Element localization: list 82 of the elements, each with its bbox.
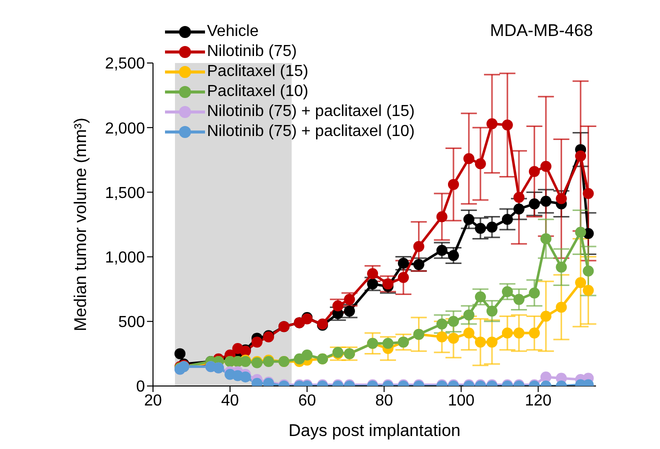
point [332, 300, 344, 312]
y-tick-label: 500 [118, 314, 146, 332]
point [463, 214, 474, 225]
x-tick-label: 20 [144, 392, 162, 410]
point [528, 166, 540, 178]
point [513, 203, 524, 214]
point [582, 266, 594, 277]
x-tick-label: 40 [221, 392, 240, 410]
point [486, 306, 498, 317]
point [252, 336, 263, 348]
point [486, 336, 498, 348]
point [486, 118, 498, 130]
point [540, 310, 552, 322]
chart-title: MDA-MB-468 [490, 21, 593, 40]
point [556, 302, 567, 313]
y-axis-title: Median tumor volume (mm³) [71, 118, 90, 332]
point [474, 291, 486, 302]
point [463, 153, 474, 164]
point [240, 371, 251, 382]
y-tick-label: 2,500 [104, 56, 146, 73]
point [448, 332, 459, 344]
point [575, 277, 586, 288]
x-axis-title: Days post implantation [288, 421, 460, 440]
point [398, 272, 409, 283]
point [344, 306, 355, 317]
x-tick-label: 100 [448, 392, 475, 410]
point [463, 328, 474, 339]
legend-label: Vehicle [207, 22, 259, 42]
legend-label: Nilotinib (75) + paclitaxel (10) [207, 122, 415, 142]
point [502, 120, 513, 131]
point [398, 258, 409, 269]
point [502, 328, 513, 339]
point [513, 192, 524, 203]
point [448, 316, 459, 327]
point [582, 284, 594, 296]
point [540, 233, 552, 244]
point [556, 193, 567, 204]
point [474, 222, 486, 234]
legend-label: Paclitaxel (15) [207, 62, 308, 82]
point [582, 188, 594, 199]
y-tick-label: 1,500 [104, 184, 146, 202]
point [474, 158, 486, 170]
point [436, 244, 448, 256]
x-tick-label: 120 [524, 392, 552, 410]
point [540, 371, 552, 382]
point [540, 196, 552, 207]
point [556, 262, 567, 273]
point [344, 294, 355, 305]
legend-label: Nilotinib (75) [207, 42, 297, 62]
point [448, 250, 459, 262]
point [413, 259, 424, 270]
point [382, 338, 394, 349]
point [367, 278, 378, 290]
y-tick-label: 2,000 [104, 120, 146, 138]
point [436, 211, 448, 222]
point [575, 150, 586, 162]
point [463, 309, 474, 320]
y-tick-label: 0 [136, 378, 146, 396]
point [174, 348, 186, 360]
point [502, 214, 513, 225]
point [502, 286, 513, 298]
point [513, 294, 524, 305]
point [540, 160, 552, 172]
point [474, 336, 486, 348]
x-tick-label: 60 [298, 392, 316, 410]
y-tick-label: 1,000 [104, 249, 146, 266]
point [367, 268, 378, 280]
point [528, 287, 540, 298]
legend-label: Nilotinib (75) + paclitaxel (15) [207, 102, 415, 122]
point [436, 318, 448, 330]
point [448, 178, 459, 190]
point [486, 222, 498, 233]
point [528, 328, 540, 339]
point [436, 331, 448, 342]
point [575, 226, 586, 238]
point [413, 240, 424, 252]
point [302, 349, 313, 360]
legend-label: Paclitaxel (10) [207, 82, 308, 102]
point [528, 198, 540, 210]
point [382, 278, 394, 290]
x-tick-label: 80 [375, 392, 394, 410]
point [513, 328, 524, 339]
